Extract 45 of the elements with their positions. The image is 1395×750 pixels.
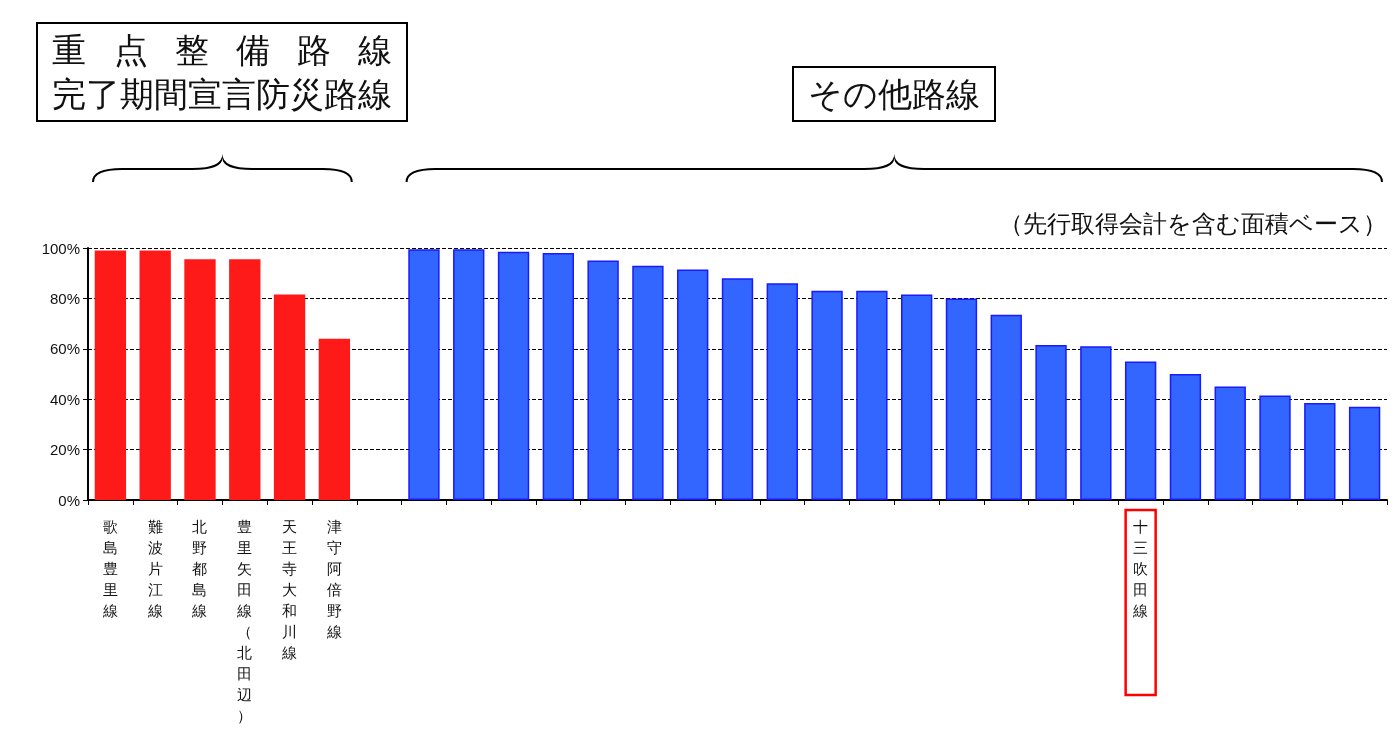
bar [990, 314, 1022, 500]
bar [94, 250, 127, 500]
y-tick-label: 40% [49, 390, 80, 408]
bar [1035, 345, 1067, 500]
text: （先行取得会計を含む面積ベース） [999, 209, 1387, 240]
bar [1214, 386, 1246, 500]
bar [811, 290, 843, 500]
x-tick-label: 難波片江線 [146, 518, 163, 619]
x-tick-label: 天王寺大和川線 [281, 518, 298, 661]
bar [766, 283, 798, 500]
bar [632, 265, 664, 500]
bar [587, 260, 619, 500]
bar [542, 253, 575, 500]
x-tick-label: 歌島豊里線 [101, 518, 118, 619]
text: 重点整備路線 [52, 29, 393, 72]
bar [721, 278, 754, 500]
bar [945, 298, 978, 500]
x-tick-label: 十三吹田線 [1132, 518, 1149, 619]
text: その他路線 [808, 73, 981, 116]
x-tick-label: 北野都島線 [191, 518, 208, 619]
bar [1304, 402, 1336, 500]
bar [1080, 346, 1112, 500]
bar [497, 251, 530, 500]
bar [318, 338, 351, 500]
x-tick-label: 津守阿倍野線 [325, 518, 342, 640]
bar [1169, 374, 1202, 500]
category-label: 豊里矢田線（北田辺） [237, 518, 253, 724]
bar [139, 250, 171, 500]
bar [1348, 406, 1381, 500]
bar [856, 290, 888, 500]
y-tick-label: 0% [58, 491, 80, 509]
bar [408, 249, 440, 500]
y-tick-label: 100% [41, 239, 80, 257]
bar [677, 269, 709, 500]
bar [1259, 395, 1291, 500]
bar [229, 259, 261, 500]
bar [1124, 361, 1157, 500]
bar [900, 294, 933, 500]
y-tick-label: 20% [49, 441, 80, 459]
bar [184, 259, 216, 500]
y-tick-label: 60% [49, 340, 80, 358]
bar [453, 249, 485, 500]
text: 完了期間宣言防災路線 [52, 73, 393, 116]
bar [273, 294, 306, 500]
y-tick-label: 80% [49, 289, 80, 307]
